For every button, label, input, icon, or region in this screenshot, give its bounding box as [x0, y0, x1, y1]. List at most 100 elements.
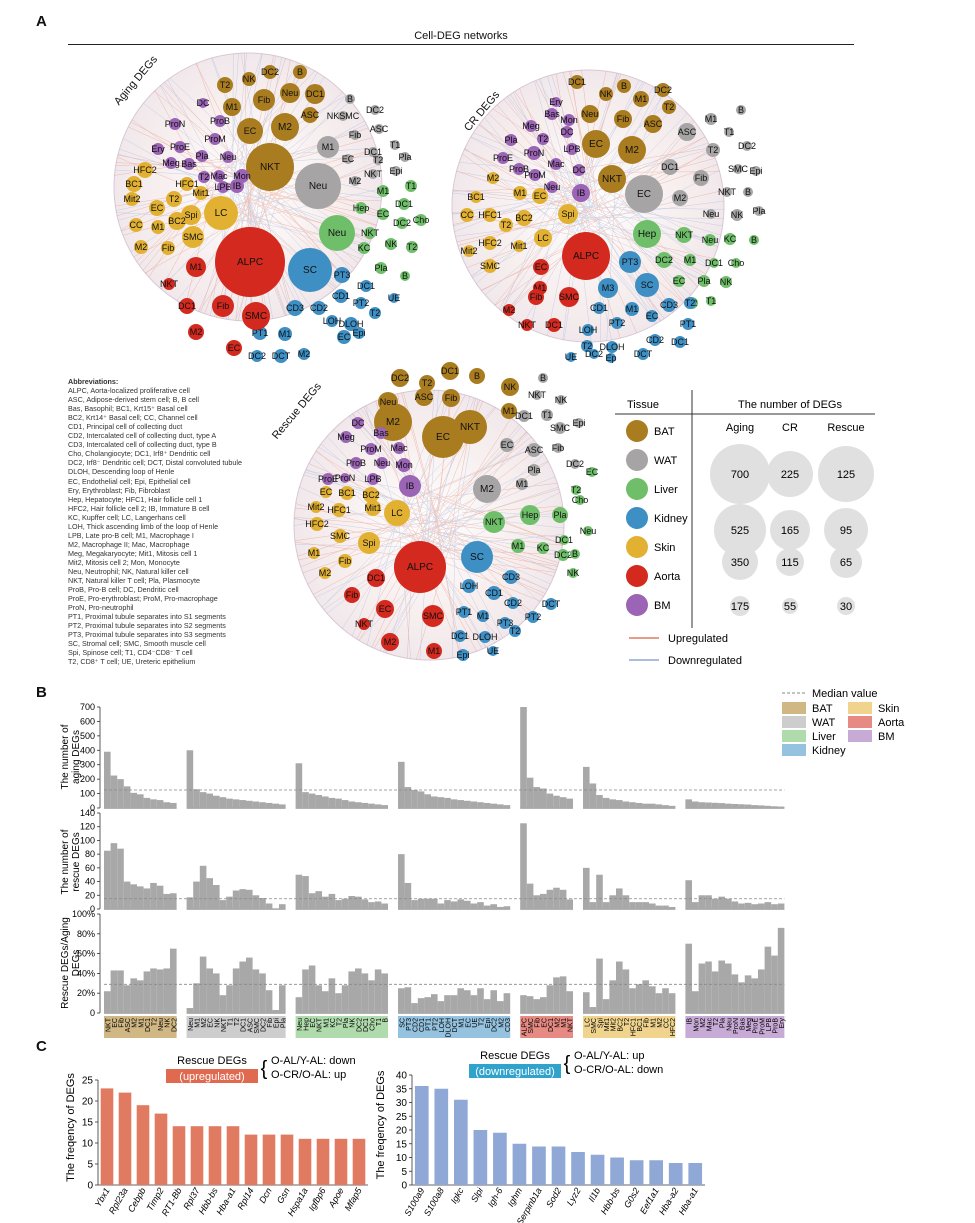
cell-node-label: UE: [565, 352, 578, 362]
abbreviation-line: Ery, Erythroblast; Fib, Fibroblast: [68, 485, 171, 495]
b-bar: [546, 985, 554, 1013]
network-edge: [154, 90, 218, 206]
abbreviation-line: DLOH, Descending loop of Henle: [68, 467, 175, 477]
b-bar: [609, 895, 616, 909]
b-legend-label: BM: [878, 731, 895, 743]
c-category-label: Gsn: [275, 1186, 292, 1205]
b-bar: [123, 786, 131, 808]
cell-node: [332, 503, 346, 517]
c-category-label: Cebpb: [126, 1186, 148, 1214]
cell-node: [396, 217, 408, 229]
b-y-tick-label: 40%: [77, 968, 95, 978]
c-bracket-line1: O-AL/Y-AL: down: [271, 1055, 356, 1067]
b-y-tick-label: 500: [80, 731, 95, 741]
cell-node: [426, 643, 442, 659]
cell-node: [497, 152, 509, 164]
cell-node: [488, 646, 498, 656]
b-bar: [417, 791, 425, 808]
b-bar: [553, 795, 560, 808]
b-y-tick-label: 140: [80, 808, 95, 818]
b-bar: [470, 801, 478, 808]
b-legend-label: Liver: [812, 731, 836, 743]
b-bar: [744, 804, 752, 808]
cell-node-label: EC: [637, 189, 651, 200]
network-edge: [398, 525, 411, 659]
b-category-label: M1: [459, 1018, 466, 1028]
b-bar: [655, 905, 663, 909]
cell-node-label: Ery: [151, 144, 165, 154]
cell-node-label: HFC2: [305, 519, 329, 529]
b-bar: [450, 995, 458, 1013]
cell-node: [370, 105, 380, 115]
cell-node-label: EC: [589, 139, 603, 150]
cell-node-label: EC: [377, 209, 390, 219]
cell-node-label: ALPC: [573, 251, 599, 262]
cell-node-label: Cho: [728, 258, 745, 268]
c-bracket-label: Rescue DEGs: [177, 1055, 247, 1067]
c-bar: [244, 1134, 258, 1185]
b-bar: [110, 970, 118, 1013]
cell-node: [633, 91, 649, 107]
cell-node: [151, 220, 165, 234]
cell-node: [521, 319, 533, 331]
cell-node: [305, 84, 325, 104]
cell-node: [751, 166, 761, 176]
b-bar: [777, 927, 785, 1013]
b-bar: [381, 805, 388, 808]
cell-node: [237, 118, 263, 144]
network-edge: [602, 203, 685, 303]
cell-node-label: PT2: [353, 298, 370, 308]
cell-node-label: M3: [602, 283, 615, 293]
cell-node-label: EC: [673, 276, 686, 286]
cell-node: [553, 443, 563, 453]
cell-node: [504, 570, 518, 584]
legend-size-label: 700: [731, 469, 749, 481]
b-bar: [302, 969, 309, 1013]
cell-node-label: SC: [641, 280, 654, 290]
b-bar: [738, 982, 745, 1013]
cell-node: [733, 164, 743, 174]
cell-node: [181, 205, 201, 225]
cell-node-label: DC1: [357, 281, 375, 291]
cell-node-label: ProB: [346, 458, 366, 468]
b-bar: [662, 988, 669, 1013]
network-edge: [564, 200, 684, 303]
b-bar: [156, 885, 164, 909]
cell-node-label: DLOH: [472, 632, 497, 642]
cell-node-label: ProM: [204, 134, 226, 144]
b-bar: [503, 993, 511, 1013]
cell-node: [527, 611, 539, 623]
b-bar: [411, 900, 418, 909]
c-bar: [493, 1132, 507, 1185]
cell-node-label: HFC1: [175, 179, 199, 189]
c-brace: {: [261, 1058, 268, 1080]
cell-node-label: DC2: [738, 141, 756, 151]
cell-node: [226, 340, 242, 356]
network-edge: [452, 191, 593, 214]
cell-node: [598, 165, 626, 193]
legend-size-label: 95: [840, 525, 852, 537]
b-bar: [252, 801, 260, 808]
b-bar: [725, 803, 732, 808]
cell-node-label: DC1: [451, 631, 469, 641]
cell-node: [460, 208, 474, 222]
cell-node: [363, 487, 379, 503]
cell-node-label: T2: [220, 80, 231, 90]
network-edge: [195, 63, 247, 162]
network-edge: [456, 205, 617, 243]
b-category-label: DCT: [452, 1017, 459, 1032]
cell-node-label: M1: [512, 541, 525, 551]
abbreviations-list: ALPC, Aorta-localized proliferative cell…: [68, 386, 242, 666]
cell-node: [525, 120, 537, 132]
cell-node-label: DC1: [178, 301, 196, 311]
network-edge: [479, 124, 579, 211]
cell-node-label: DC1: [705, 258, 723, 268]
cell-node: [556, 395, 566, 405]
network-edge: [455, 218, 599, 237]
b-category-label: M2: [657, 1018, 664, 1028]
abbreviation-line: ProB, Pro-B cell; DC, Dendritic cell: [68, 585, 179, 595]
b-bar: [193, 983, 200, 1013]
network-edge: [484, 200, 597, 296]
cell-node: [310, 501, 322, 513]
b-y-tick-label: 100: [80, 789, 95, 799]
